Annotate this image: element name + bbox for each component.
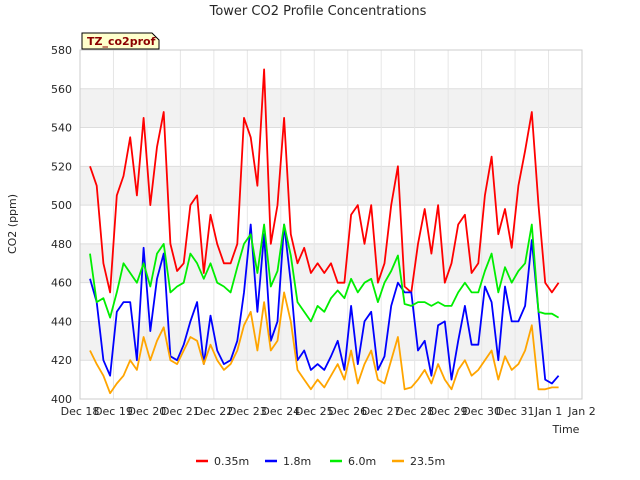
y-tick-label: 520	[51, 160, 72, 173]
y-tick-labels: 400 420 440 460 480 500 520 540 560 580	[51, 44, 72, 406]
x-tick-label: Dec 23	[228, 405, 267, 418]
x-tick-label: Dec 18	[61, 405, 100, 418]
plot-background-bands	[80, 88, 582, 361]
series-line-23-5m	[89, 291, 559, 395]
legend-label: 0.35m	[214, 455, 249, 468]
x-tick-label: Jan 1	[534, 405, 562, 418]
x-tick-label: Dec 27	[362, 405, 401, 418]
chart-title: Tower CO2 Profile Concentrations	[209, 4, 427, 19]
x-axis-label: Time	[552, 423, 580, 436]
x-tick-label: Dec 30	[462, 405, 501, 418]
series-line-1-8m	[89, 223, 560, 385]
background-band	[80, 88, 582, 128]
legend: 0.35m 1.8m 6.0m 23.5m	[196, 455, 445, 468]
y-tick-label: 440	[51, 315, 72, 328]
background-band	[80, 166, 582, 206]
y-tick-label: 460	[51, 277, 72, 290]
series-line-6-0m	[89, 223, 560, 323]
series-lines	[89, 68, 560, 395]
y-tick-label: 580	[51, 44, 72, 57]
y-tick-label: 400	[51, 393, 72, 406]
x-tick-label: Dec 24	[261, 405, 300, 418]
x-tick-label: Dec 29	[429, 405, 468, 418]
legend-label: 6.0m	[348, 455, 376, 468]
x-tick-label: Dec 25	[295, 405, 334, 418]
series-line-0-35m	[89, 68, 560, 294]
x-tick-label: Dec 21	[161, 405, 200, 418]
site-badge: TZ_co2prof	[81, 32, 160, 50]
legend-label: 1.8m	[283, 455, 311, 468]
x-tick-label: Dec 26	[328, 405, 367, 418]
y-tick-label: 540	[51, 122, 72, 135]
y-tick-label: 560	[51, 83, 72, 96]
site-badge-label: TZ_co2prof	[87, 35, 156, 48]
y-tick-label: 500	[51, 199, 72, 212]
x-tick-label: Dec 20	[128, 405, 167, 418]
x-tick-label: Jan 2	[567, 405, 595, 418]
x-tick-label: Dec 22	[194, 405, 233, 418]
site-badge-box	[81, 32, 160, 50]
y-axis-label: CO2 (ppm)	[6, 194, 19, 254]
x-tick-label: Dec 31	[496, 405, 535, 418]
y-tick-label: 480	[51, 238, 72, 251]
y-tick-label: 420	[51, 354, 72, 367]
legend-label: 23.5m	[410, 455, 445, 468]
plot-frame	[79, 49, 583, 400]
x-tick-label: Dec 19	[94, 405, 133, 418]
x-tick-label: Dec 28	[395, 405, 434, 418]
